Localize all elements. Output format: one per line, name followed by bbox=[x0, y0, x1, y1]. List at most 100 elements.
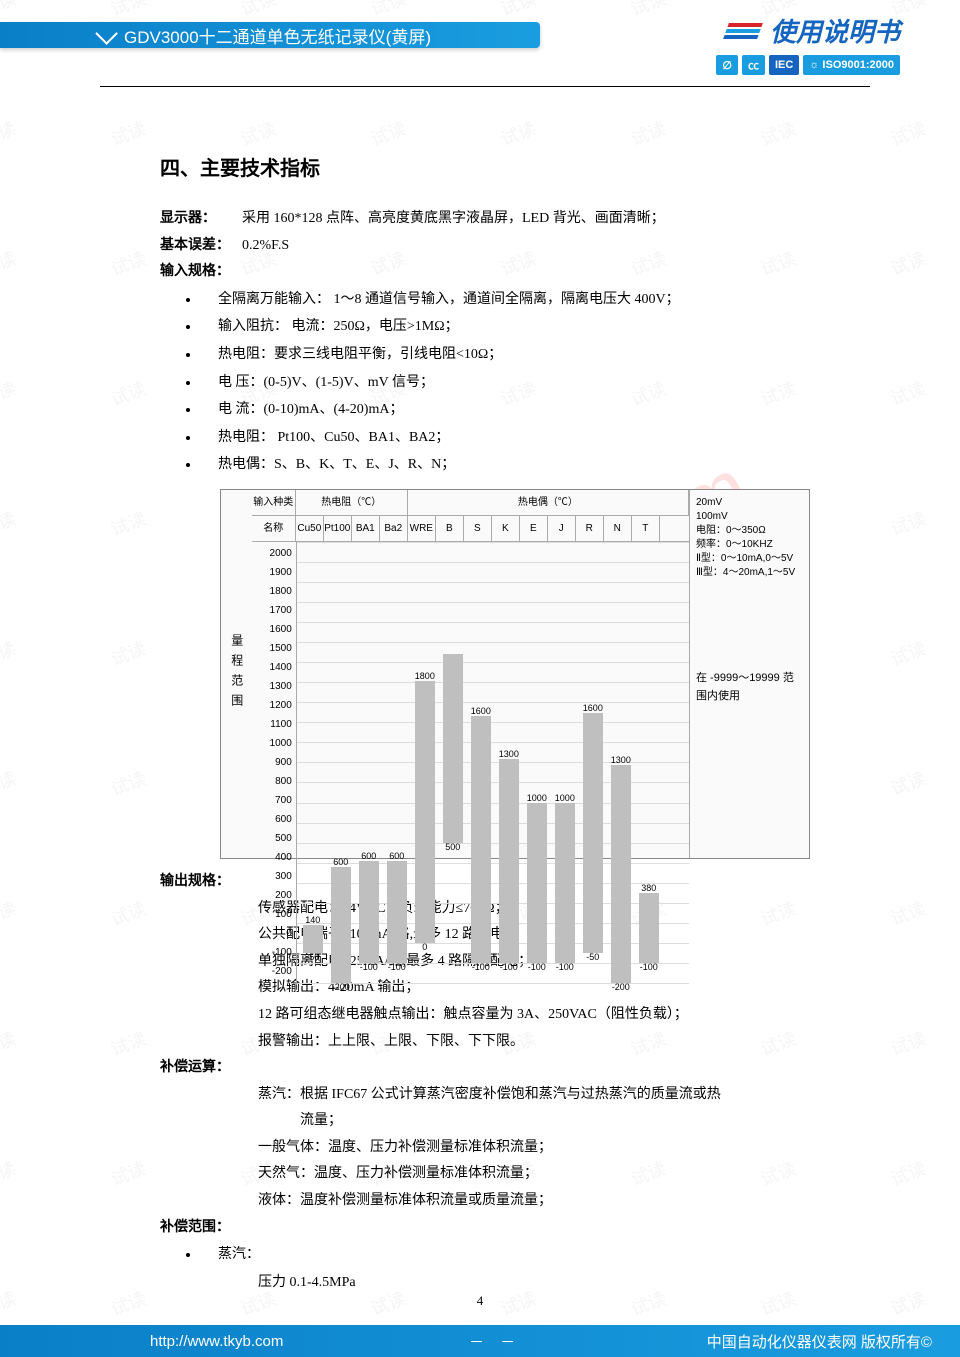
spec-label: 补偿运算： bbox=[160, 1055, 242, 1082]
chart-bar: 500 bbox=[443, 654, 463, 843]
certification-badges: ∅㏄IEC☼ ISO9001:2000 bbox=[716, 55, 900, 75]
chart-bar: 1600-50 bbox=[583, 713, 603, 953]
chart-right-line: Ⅲ型：4～20mA,1～5V bbox=[696, 566, 803, 580]
input-spec-item: 电 压：(0-5)V、(1-5)V、mV 信号； bbox=[200, 370, 820, 397]
y-tick-label: 1100 bbox=[252, 715, 292, 734]
spec-text-line: 一般气体：温度、压力补偿测量标准体积流量； bbox=[258, 1135, 820, 1162]
y-tick-label: 700 bbox=[252, 791, 292, 810]
y-tick-label: 2000 bbox=[252, 544, 292, 563]
chart-subheader-cell: K bbox=[492, 516, 520, 541]
chart-subheader-cell: Pt100 bbox=[324, 516, 352, 541]
y-tick-label: 500 bbox=[252, 829, 292, 848]
chart-subheader-cell: R bbox=[576, 516, 604, 541]
chart-right-line: 20mV bbox=[696, 496, 803, 510]
chart-right-line: 频率：0～10KHZ bbox=[696, 538, 803, 552]
chart-right-line: 电阻：0～350Ω bbox=[696, 524, 803, 538]
footer-url: http://www.tkyb.com bbox=[150, 1333, 283, 1350]
chart-y-axis: 2000190018001700160015001400130012001100… bbox=[252, 542, 296, 983]
chart-bar: 1300-200 bbox=[611, 765, 631, 983]
chart-subheader-cell: B bbox=[436, 516, 464, 541]
chart-bars-zone: 140-50 600-200 600-100 600-100 18000 500 1600-… bbox=[296, 542, 689, 983]
chart-bar: 140-50 bbox=[303, 925, 323, 953]
y-tick-label: 1500 bbox=[252, 639, 292, 658]
y-tick-label: 300 bbox=[252, 867, 292, 886]
y-tick-label: 1900 bbox=[252, 563, 292, 582]
input-spec-item: 输入阻抗： 电流：250Ω，电压>1MΩ； bbox=[200, 314, 820, 341]
spec-label: 输出规格： bbox=[160, 869, 242, 896]
chart-subheader-cell: Ba2 bbox=[380, 516, 408, 541]
spec-value: 采用 160*128 点阵、高亮度黄底黑字液晶屏，LED 背光、画面清晰； bbox=[242, 206, 665, 233]
chart-header-row-2: 名称Cu50Pt100BA1Ba2WREBSKEJRNT bbox=[252, 516, 689, 542]
chart-bar: 1300-100 bbox=[499, 759, 519, 963]
y-tick-label: 0 bbox=[252, 924, 292, 943]
y-tick-label: 800 bbox=[252, 772, 292, 791]
chart-bar: 1600-100 bbox=[471, 716, 491, 963]
chart-subheader-cell: S bbox=[464, 516, 492, 541]
range-chart: 量程范围 输入种类热电阻（℃）热电偶（℃） 名称Cu50Pt100BA1Ba2W… bbox=[220, 489, 810, 859]
cert-badge: IEC bbox=[769, 55, 799, 75]
page-content: 四、主要技术指标 显示器： 采用 160*128 点阵、高亮度黄底黑字液晶屏，L… bbox=[0, 90, 960, 1296]
spec-label: 输入规格： bbox=[160, 259, 242, 286]
spec-display: 显示器： 采用 160*128 点阵、高亮度黄底黑字液晶屏，LED 背光、画面清… bbox=[160, 206, 820, 233]
chart-header-cell: 热电阻（℃） bbox=[296, 490, 408, 515]
chart-header-row-1: 输入种类热电阻（℃）热电偶（℃） bbox=[252, 490, 689, 516]
cert-badge: ☼ ISO9001:2000 bbox=[803, 55, 900, 75]
chart-subheader-cell: BA1 bbox=[352, 516, 380, 541]
y-tick-label: 1000 bbox=[252, 734, 292, 753]
input-spec-item: 热电偶：S、B、K、T、E、J、R、N； bbox=[200, 452, 820, 479]
y-tick-label: 1300 bbox=[252, 677, 292, 696]
logo-stripes bbox=[723, 22, 764, 40]
chart-subheader-cell: N bbox=[604, 516, 632, 541]
y-tick-label: 100 bbox=[252, 905, 292, 924]
spec-label: 显示器： bbox=[160, 206, 242, 233]
chart-range-note: 在 -9999～19999 范围内使用 bbox=[696, 670, 803, 705]
y-tick-label: -100 bbox=[252, 943, 292, 962]
chart-bar: 600-200 bbox=[331, 867, 351, 983]
header-title-bar: GDV3000十二通道单色无纸记录仪(黄屏) bbox=[0, 22, 540, 48]
spec-comp-label: 补偿运算： bbox=[160, 1055, 820, 1082]
spec-text-line: 12 路可组态继电器触点输出：触点容量为 3A、250VAC（阻性负载）； bbox=[258, 1002, 820, 1029]
chart-subheader-cell: J bbox=[548, 516, 576, 541]
input-spec-item: 热电阻： Pt100、Cu50、BA1、BA2； bbox=[200, 425, 820, 452]
chart-bar: 600-100 bbox=[387, 861, 407, 963]
chart-grid-area: 2000190018001700160015001400130012001100… bbox=[252, 542, 689, 983]
product-title: GDV3000十二通道单色无纸记录仪(黄屏) bbox=[124, 23, 431, 48]
chart-bar: 1000-100 bbox=[527, 803, 547, 963]
y-tick-label: 400 bbox=[252, 848, 292, 867]
chart-right-lines: 20mV100mV电阻：0～350Ω频率：0～10KHZⅡ型：0～10mA,0～… bbox=[696, 496, 803, 580]
chart-subheader-cell: E bbox=[520, 516, 548, 541]
chart-header-cell: 热电偶（℃） bbox=[408, 490, 689, 515]
comp-range-line: 压力 0.1-4.5MPa bbox=[160, 1270, 820, 1297]
chart-bar: 1000-100 bbox=[555, 803, 575, 963]
input-spec-list: 全隔离万能输入： 1～8 通道信号输入，通道间全隔离，隔离电压大 400V；输入… bbox=[160, 287, 820, 479]
y-tick-label: -200 bbox=[252, 962, 292, 981]
page-footer: http://www.tkyb.com － － 中国自动化仪器仪表网 版权所有© bbox=[0, 1325, 960, 1357]
manual-label: 使用说明书 bbox=[770, 12, 900, 49]
chart-main: 输入种类热电阻（℃）热电偶（℃） 名称Cu50Pt100BA1Ba2WREBSK… bbox=[252, 490, 689, 858]
header-underline bbox=[100, 86, 870, 87]
chart-subheader-cell: Cu50 bbox=[296, 516, 324, 541]
chart-subheader-cell: 名称 bbox=[252, 516, 296, 541]
chart-header-cell: 输入种类 bbox=[252, 490, 296, 515]
input-spec-item: 全隔离万能输入： 1～8 通道信号输入，通道间全隔离，隔离电压大 400V； bbox=[200, 287, 820, 314]
chart-bar: 380-100 bbox=[639, 893, 659, 963]
y-tick-label: 1200 bbox=[252, 696, 292, 715]
chart-bar: 18000 bbox=[415, 681, 435, 943]
spec-label: 基本误差： bbox=[160, 233, 242, 260]
header-right-block: 使用说明书 ∅㏄IEC☼ ISO9001:2000 bbox=[716, 12, 900, 75]
chart-bar: 600-100 bbox=[359, 861, 379, 963]
input-spec-item: 电 流：(0-10)mA、(4-20)mA； bbox=[200, 397, 820, 424]
spec-text-line: 报警输出：上上限、上限、下限、下下限。 bbox=[258, 1029, 820, 1056]
spec-value: 0.2%F.S bbox=[242, 233, 289, 260]
footer-copyright: 中国自动化仪器仪表网 版权所有© bbox=[707, 1331, 932, 1352]
chart-subheader-cell: T bbox=[632, 516, 660, 541]
cert-badge: ㏄ bbox=[742, 55, 765, 75]
spec-text-line: 天然气：温度、压力补偿测量标准体积流量； bbox=[258, 1161, 820, 1188]
spec-text-line: 蒸汽：根据 IFC67 公式计算蒸汽密度补偿饱和蒸汽与过热蒸汽的质量流或热 bbox=[258, 1082, 820, 1109]
footer-mid: － － bbox=[469, 1331, 521, 1352]
chart-right-panel: 20mV100mV电阻：0～350Ω频率：0～10KHZⅡ型：0～10mA,0～… bbox=[689, 490, 809, 858]
y-tick-label: 600 bbox=[252, 810, 292, 829]
chart-right-line: Ⅱ型：0～10mA,0～5V bbox=[696, 552, 803, 566]
arrow-icon bbox=[95, 22, 118, 45]
y-tick-label: 900 bbox=[252, 753, 292, 772]
